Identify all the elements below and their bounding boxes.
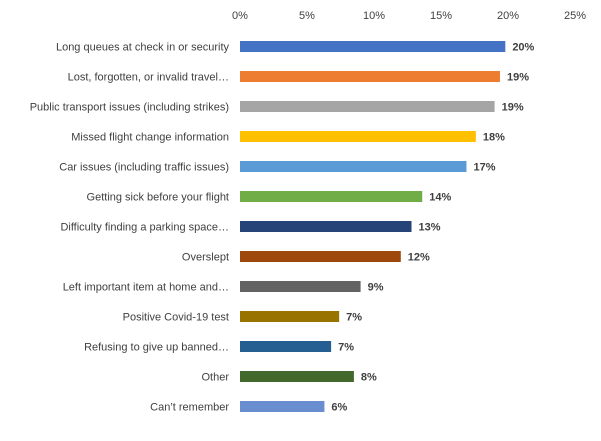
- category-label: Missed flight change information: [71, 132, 229, 144]
- data-label: 19%: [502, 102, 524, 114]
- bar: [240, 251, 401, 262]
- data-label: 14%: [429, 192, 451, 204]
- x-tick-label: 0%: [232, 10, 248, 22]
- data-label: 7%: [346, 312, 362, 324]
- bar: [240, 191, 423, 202]
- category-label: Getting sick before your flight: [87, 192, 229, 204]
- bar: [240, 71, 500, 82]
- x-tick-label: 10%: [363, 10, 385, 22]
- bar: [240, 161, 467, 172]
- category-label: Refusing to give up banned…: [84, 342, 229, 354]
- x-tick-label: 20%: [497, 10, 519, 22]
- category-label: Positive Covid-19 test: [123, 312, 229, 324]
- data-label: 9%: [368, 282, 384, 294]
- x-tick-label: 25%: [564, 10, 586, 22]
- data-label: 7%: [338, 342, 354, 354]
- bar: [240, 401, 325, 412]
- bar: [240, 101, 495, 112]
- category-label: Can’t remember: [150, 402, 229, 414]
- bar: [240, 311, 340, 322]
- bar: [240, 341, 332, 352]
- bar: [240, 221, 412, 232]
- data-label: 18%: [483, 132, 505, 144]
- category-label: Car issues (including traffic issues): [59, 162, 229, 174]
- data-label: 6%: [331, 402, 347, 414]
- data-label: 17%: [473, 162, 495, 174]
- bar: [240, 371, 354, 382]
- bars: [240, 41, 506, 412]
- data-label: 13%: [419, 222, 441, 234]
- category-label: Lost, forgotten, or invalid travel…: [68, 72, 229, 84]
- bar: [240, 41, 506, 52]
- x-tick-label: 5%: [299, 10, 315, 22]
- data-label: 12%: [408, 252, 430, 264]
- category-label: Other: [201, 372, 229, 384]
- category-label: Overslept: [182, 252, 229, 264]
- category-label: Left important item at home and…: [63, 282, 229, 294]
- category-label: Public transport issues (including strik…: [30, 102, 229, 114]
- category-label: Difficulty finding a parking space…: [60, 222, 229, 234]
- category-label: Long queues at check in or security: [56, 42, 230, 54]
- x-tick-label: 15%: [430, 10, 452, 22]
- data-label: 8%: [361, 372, 377, 384]
- data-label: 19%: [507, 72, 529, 84]
- data-label: 20%: [512, 42, 534, 54]
- data-labels: 20% 19% 19% 18% 17% 14% 13% 12% 9% 7% 7% 8% 6%: [331, 42, 534, 414]
- x-axis-ticks: 0% 5% 10% 15% 20% 25%: [232, 10, 586, 22]
- bar: [240, 131, 476, 142]
- bar: [240, 281, 361, 292]
- category-labels: Long queues at check in or security Lost,…: [30, 42, 230, 414]
